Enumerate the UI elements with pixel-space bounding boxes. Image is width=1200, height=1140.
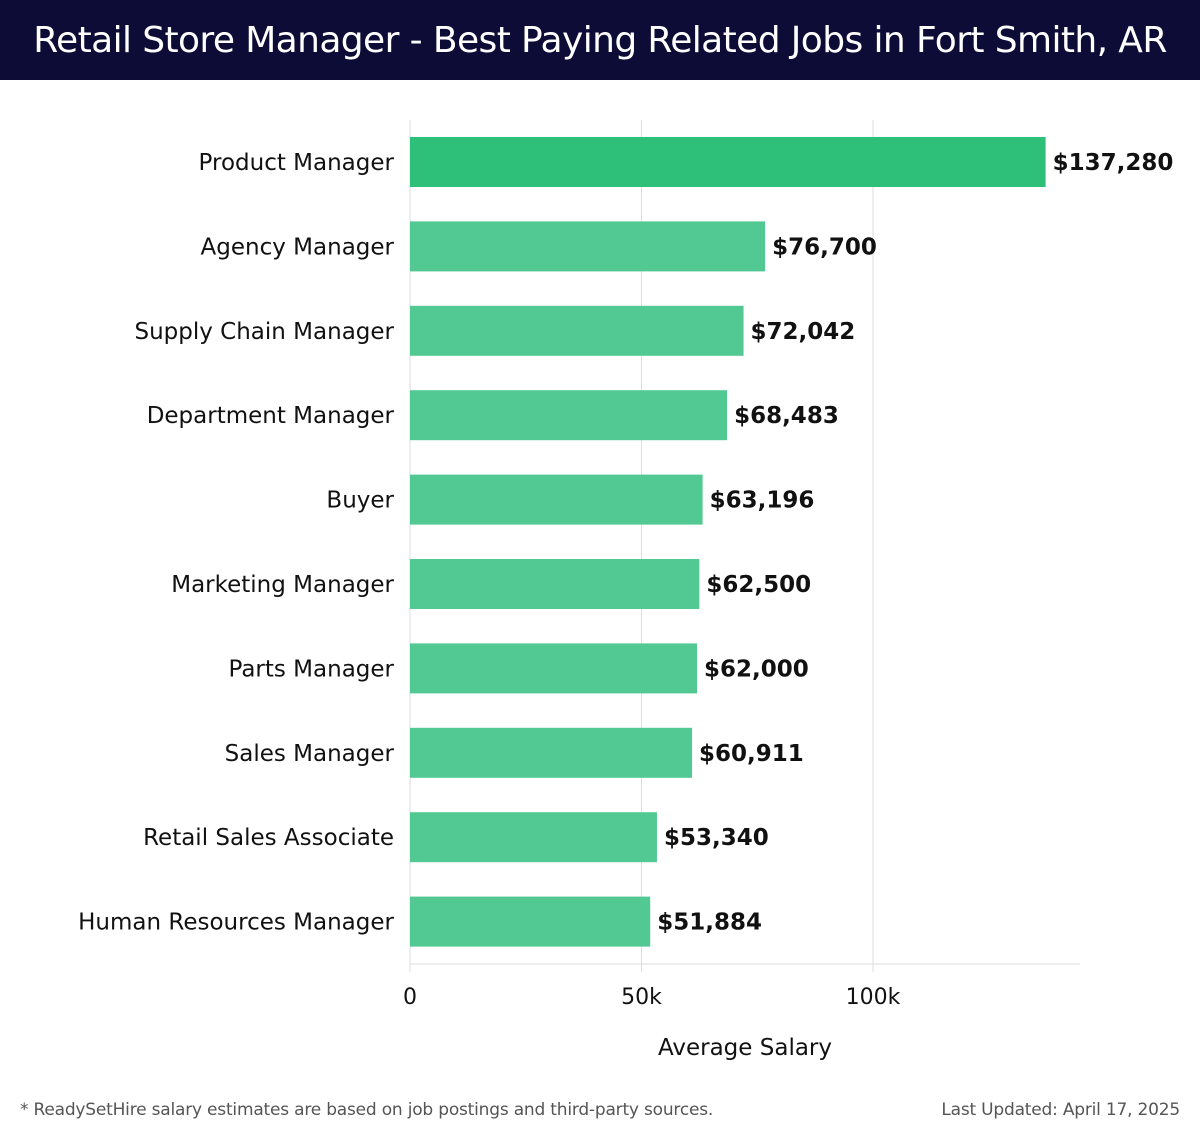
bar-product-manager bbox=[410, 137, 1046, 187]
x-axis-title: Average Salary bbox=[658, 1035, 832, 1061]
salary-bar-chart: 0 50k 100k Product Manager $137,280 Agency Ma… bbox=[78, 120, 1174, 1061]
category-label: Supply Chain Manager bbox=[134, 319, 394, 345]
x-tick-label: 100k bbox=[846, 985, 901, 1010]
page-title: Retail Store Manager - Best Paying Relat… bbox=[33, 19, 1167, 61]
x-tick-label: 50k bbox=[621, 985, 662, 1010]
category-label: Marketing Manager bbox=[171, 572, 394, 598]
last-updated: Last Updated: April 17, 2025 bbox=[941, 1100, 1180, 1120]
value-label: $62,000 bbox=[704, 656, 809, 682]
category-label: Department Manager bbox=[147, 403, 395, 429]
value-label: $60,911 bbox=[699, 741, 804, 767]
value-label: $51,884 bbox=[657, 910, 762, 936]
category-label: Parts Manager bbox=[228, 656, 394, 682]
bar-marketing-manager bbox=[410, 559, 700, 609]
value-label: $76,700 bbox=[772, 234, 877, 260]
value-label: $137,280 bbox=[1053, 150, 1174, 176]
bar-retail-sales-associate bbox=[410, 812, 657, 863]
x-tick-label: 0 bbox=[403, 985, 417, 1010]
category-label: Buyer bbox=[326, 488, 394, 514]
bar-department-manager bbox=[410, 390, 728, 441]
bar-human-resources-manager bbox=[410, 896, 651, 947]
footer-disclaimer: * ReadySetHire salary estimates are base… bbox=[20, 1100, 714, 1120]
value-label: $62,500 bbox=[706, 572, 811, 598]
category-label: Retail Sales Associate bbox=[143, 825, 394, 851]
category-label: Agency Manager bbox=[201, 234, 395, 260]
category-label: Sales Manager bbox=[225, 741, 395, 767]
value-label: $72,042 bbox=[751, 319, 856, 345]
page-header: Retail Store Manager - Best Paying Relat… bbox=[0, 0, 1200, 80]
bar-sales-manager bbox=[410, 727, 693, 778]
bar-agency-manager bbox=[410, 221, 766, 272]
bar-supply-chain-manager bbox=[410, 305, 744, 356]
category-label: Human Resources Manager bbox=[78, 910, 394, 936]
value-label: $63,196 bbox=[710, 488, 815, 514]
bar-parts-manager bbox=[410, 643, 698, 694]
category-label: Product Manager bbox=[199, 150, 395, 176]
value-label: $53,340 bbox=[664, 825, 769, 851]
value-label: $68,483 bbox=[734, 403, 839, 429]
bar-buyer bbox=[410, 474, 703, 525]
